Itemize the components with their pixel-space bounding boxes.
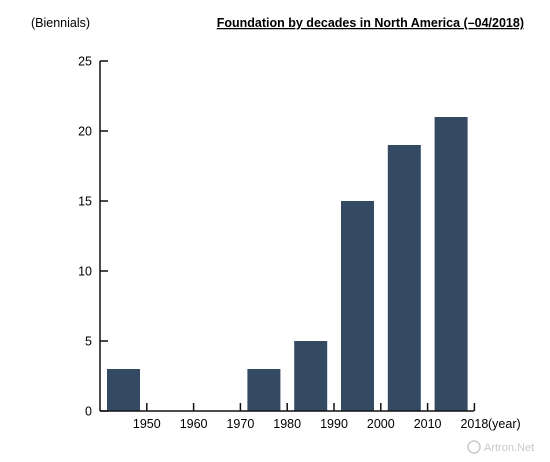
- bar-0: [107, 369, 140, 411]
- x-axis-label: (year): [488, 417, 521, 431]
- y-tick-label: 10: [78, 265, 92, 279]
- x-tick-label: 1960: [180, 417, 208, 431]
- y-axis-label: (Biennials): [31, 16, 90, 30]
- x-tick-label: 1990: [320, 417, 348, 431]
- x-tick-label: 1950: [133, 417, 161, 431]
- x-tick-label: 1970: [226, 417, 254, 431]
- bar-7: [434, 117, 468, 411]
- watermark-text: Artron.Net: [484, 442, 534, 454]
- x-tick-label: 2010: [414, 417, 442, 431]
- bar-6: [387, 145, 421, 411]
- x-tick-label: 1980: [273, 417, 301, 431]
- chart-title: Foundation by decades in North America (…: [217, 16, 524, 30]
- y-tick-label: 25: [78, 55, 92, 69]
- bar-3: [247, 369, 281, 411]
- x-ticks-group: 1950 1960 1970 1980 1990 2000 2010 2018: [133, 403, 488, 431]
- y-ticks-group: 0 5 10 15 20 25: [78, 55, 108, 419]
- x-tick-label: 2000: [367, 417, 395, 431]
- x-tick-label: 2018: [460, 417, 488, 431]
- watermark-logo-icon: [467, 440, 481, 454]
- bar-4: [294, 341, 328, 411]
- bars-group: [107, 117, 468, 411]
- y-tick-label: 0: [85, 405, 92, 419]
- watermark: Artron.Net: [467, 440, 534, 454]
- y-tick-label: 5: [85, 335, 92, 349]
- bar-5: [341, 201, 374, 411]
- y-tick-label: 20: [78, 125, 92, 139]
- y-tick-label: 15: [78, 195, 92, 209]
